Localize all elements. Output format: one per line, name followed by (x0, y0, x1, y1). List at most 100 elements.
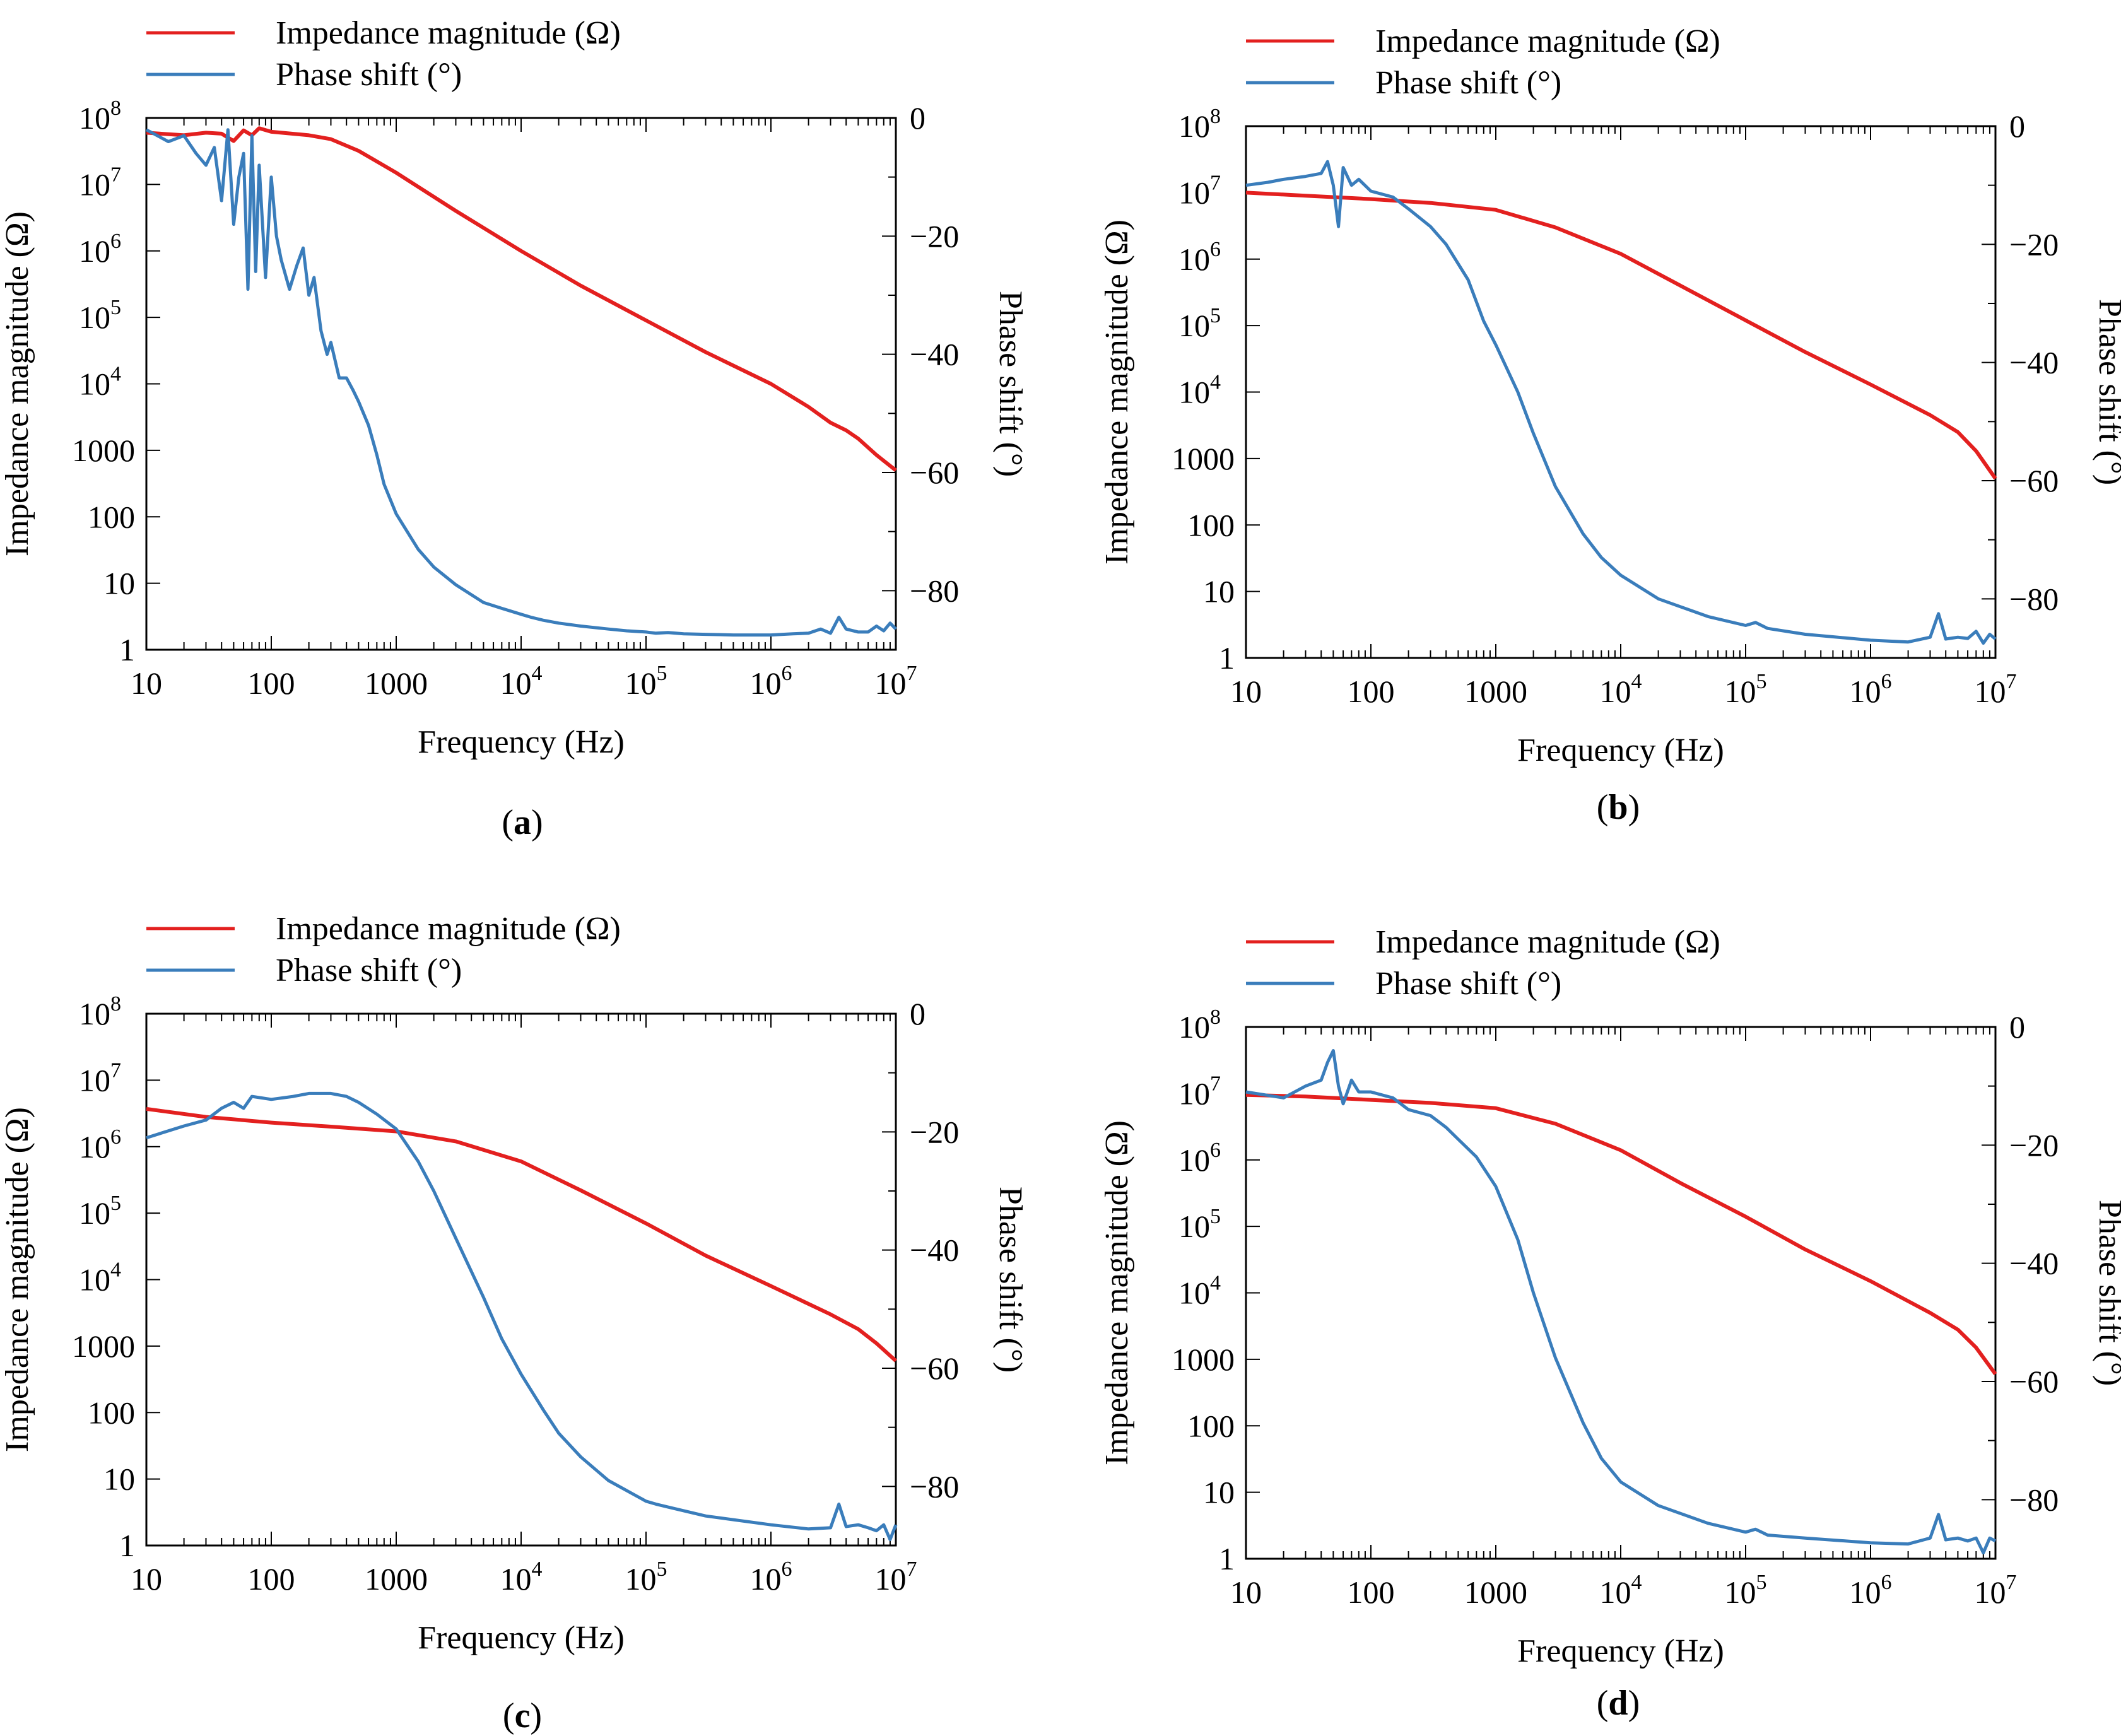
x-tick-base: 10 (1975, 674, 2006, 709)
x-axis-title: Frequency (Hz) (418, 1620, 625, 1656)
x-tick-base: 10 (131, 666, 162, 701)
y-left-tick-base: 10 (79, 367, 110, 402)
y-left-tick-base: 10 (79, 1129, 110, 1164)
y-left-tick-label: 104 (1178, 371, 1221, 410)
x-tick-base: 10 (875, 1561, 907, 1597)
x-tick-base: 10 (1230, 1575, 1262, 1610)
x-tick-label: 10 (131, 1561, 162, 1597)
x-tick-exp: 4 (532, 662, 543, 685)
y-left-tick-base: 10 (1203, 574, 1235, 609)
y-left-axis-title: Impedance magnitude (Ω) (1099, 220, 1135, 565)
impedance-magnitude-line (146, 126, 897, 472)
x-tick-label: 10 (131, 666, 162, 701)
plot-series (145, 126, 897, 637)
y-left-tick-label: 1000 (1172, 441, 1235, 476)
panel-label-a: (a) (502, 803, 543, 842)
y-left-tick-exp: 6 (110, 230, 121, 253)
y-right-tick-label: −60 (2009, 463, 2059, 498)
legend-label-impedance: Impedance magnitude (Ω) (276, 911, 621, 947)
x-tick-exp: 6 (782, 1557, 792, 1581)
legend: Impedance magnitude (Ω) Phase shift (°) (1246, 924, 1720, 1002)
legend-label-phase: Phase shift (°) (276, 57, 462, 93)
y-left-tick-base: 100 (88, 499, 135, 534)
y-left-tick-base: 1 (1219, 640, 1235, 676)
x-tick-base: 10 (625, 1561, 657, 1597)
y-left-tick-exp: 4 (1210, 371, 1221, 394)
y-left-tick-label: 108 (1178, 1006, 1221, 1045)
x-tick-label: 105 (625, 1557, 667, 1597)
y-right-tick-label: −60 (910, 1351, 959, 1386)
y-left-axis-title: Impedance magnitude (Ω) (1099, 1120, 1135, 1465)
x-tick-base: 10 (750, 666, 782, 701)
y-right-axis-title: Phase shift (°) (992, 291, 1028, 477)
x-tick-base: 10 (1600, 1575, 1631, 1610)
y-left-tick-label: 108 (79, 992, 121, 1031)
y-left-tick-base: 1 (119, 1528, 135, 1563)
x-tick-label: 104 (500, 1557, 543, 1597)
y-left-tick-label: 100 (1187, 507, 1235, 542)
x-tick-label: 100 (248, 1561, 295, 1597)
y-left-tick-exp: 5 (1210, 1205, 1221, 1228)
chart-a: Impedance magnitude (Ω) Phase shift (°) 10… (0, 15, 1028, 760)
tick-marks (146, 117, 896, 650)
y-left-tick-base: 1000 (72, 433, 135, 468)
x-tick-exp: 7 (907, 1557, 917, 1581)
x-tick-label: 1000 (365, 1561, 428, 1597)
panel-label-b: (b) (1597, 788, 1640, 827)
phase-shift-line (1245, 160, 1997, 645)
x-tick-base: 1000 (365, 666, 428, 701)
y-left-tick-label: 1000 (1172, 1342, 1235, 1377)
chart-d: Impedance magnitude (Ω)Phase shift (°) 10… (1099, 924, 2121, 1669)
y-left-tick-base: 10 (103, 566, 135, 601)
y-left-tick-exp: 7 (1210, 171, 1221, 194)
y-left-tick-base: 1000 (72, 1328, 135, 1364)
legend-label-phase: Phase shift (°) (1375, 65, 1561, 101)
y-right-axis-title: Phase shift (°) (992, 1187, 1028, 1373)
x-tick-exp: 5 (1756, 1571, 1767, 1594)
y-left-tick-label: 107 (1178, 1072, 1221, 1111)
y-left-tick-exp: 6 (1210, 1139, 1221, 1162)
y-right-tick-label: −60 (910, 455, 959, 490)
y-left-tick-label: 100 (1187, 1408, 1235, 1443)
y-left-tick-base: 10 (1178, 308, 1210, 343)
legend-label-phase: Phase shift (°) (276, 953, 462, 988)
legend-label-impedance: Impedance magnitude (Ω) (276, 15, 621, 51)
y-left-tick-base: 10 (79, 1062, 110, 1098)
x-tick-exp: 6 (782, 662, 792, 685)
y-left-tick-label: 106 (79, 1125, 121, 1164)
x-axis-title: Frequency (Hz) (1517, 732, 1724, 768)
x-tick-label: 1000 (1464, 674, 1527, 709)
x-tick-base: 10 (625, 666, 657, 701)
y-left-axis-title: Impedance magnitude (Ω) (0, 211, 35, 556)
y-right-tick-label: 0 (2009, 1009, 2025, 1045)
y-left-tick-base: 10 (1178, 1076, 1210, 1111)
panel-a: Impedance magnitude (Ω) Phase shift (°) 10… (0, 15, 1028, 842)
x-tick-label: 100 (248, 666, 295, 701)
y-left-tick-label: 10 (1203, 1475, 1235, 1510)
x-tick-label: 104 (500, 662, 543, 701)
y-right-tick-label: −40 (910, 1233, 959, 1268)
y-left-tick-base: 100 (1187, 507, 1235, 542)
x-tick-base: 10 (1850, 1575, 1881, 1610)
y-left-tick-exp: 8 (110, 97, 121, 120)
y-left-tick-base: 10 (79, 100, 110, 136)
y-left-tick-label: 1000 (72, 1328, 135, 1364)
x-tick-base: 100 (248, 666, 295, 701)
phase-shift-line (145, 128, 897, 637)
y-left-tick-exp: 4 (1210, 1272, 1221, 1295)
y-left-tick-label: 106 (1178, 1139, 1221, 1178)
y-left-tick-label: 100 (88, 1395, 135, 1430)
x-tick-label: 10 (1230, 1575, 1262, 1610)
y-left-tick-label: 10 (103, 566, 135, 601)
x-tick-label: 105 (1725, 670, 1767, 709)
y-left-tick-label: 1 (1219, 640, 1235, 676)
panel-label-d: (d) (1597, 1684, 1640, 1723)
impedance-magnitude-line (1245, 1093, 1997, 1376)
y-left-tick-exp: 4 (110, 363, 121, 386)
y-left-tick-base: 10 (1178, 1276, 1210, 1311)
y-left-tick-label: 10 (1203, 574, 1235, 609)
y-left-tick-exp: 8 (110, 992, 121, 1016)
legend-label-impedance: Impedance magnitude (Ω) (1375, 924, 1720, 960)
y-left-tick-base: 1 (119, 632, 135, 667)
x-tick-base: 10 (1600, 674, 1631, 709)
